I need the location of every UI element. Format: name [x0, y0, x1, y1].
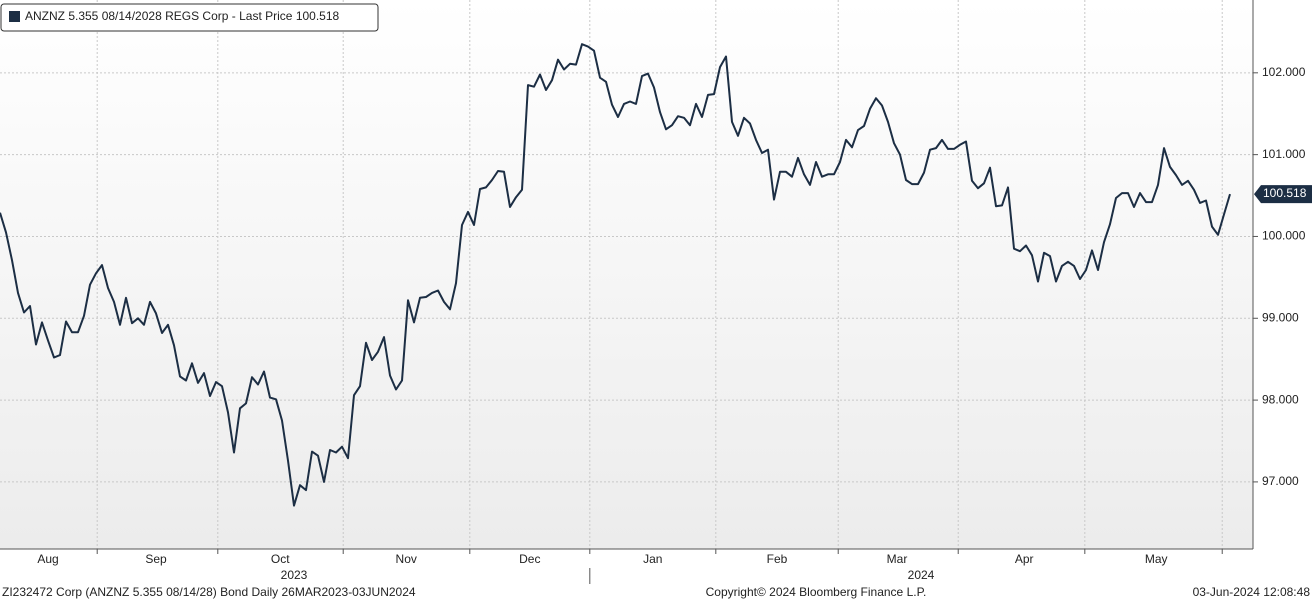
legend-swatch	[9, 11, 20, 22]
x-tick-label: Oct	[271, 552, 290, 566]
plot-background	[0, 0, 1253, 549]
last-price-tag	[1254, 185, 1312, 204]
footer-left: ZI232472 Corp (ANZNZ 5.355 08/14/28) Bon…	[2, 585, 416, 599]
x-tick-label: Apr	[1015, 552, 1034, 566]
x-tick-label: Nov	[396, 552, 417, 566]
y-tick-label: 99.000	[1262, 310, 1299, 324]
legend-label: ANZNZ 5.355 08/14/2028 REGS Corp - Last …	[25, 9, 293, 23]
x-tick-label: Aug	[37, 552, 58, 566]
last-price-label: 100.518	[1263, 186, 1307, 200]
x-tick-label: Sep	[145, 552, 167, 566]
x-tick-label: Dec	[519, 552, 540, 566]
year-label: 2024	[908, 568, 935, 582]
y-tick-label: 97.000	[1262, 474, 1299, 488]
x-tick-label: May	[1145, 552, 1168, 566]
x-tick-label: Mar	[887, 552, 908, 566]
legend: ANZNZ 5.355 08/14/2028 REGS Corp - Last …	[0, 3, 379, 32]
y-tick-label: 102.000	[1262, 65, 1306, 79]
legend-box	[0, 3, 379, 32]
y-tick-label: 100.000	[1262, 229, 1306, 243]
price-line	[0, 43, 1231, 507]
y-tick-label: 101.000	[1262, 147, 1306, 161]
x-tick-label: Jan	[643, 552, 662, 566]
footer-right: 03-Jun-2024 12:08:48	[1193, 585, 1311, 599]
footer-center: Copyright© 2024 Bloomberg Finance L.P.	[706, 585, 927, 599]
x-tick-label: Feb	[767, 552, 788, 566]
legend-text: ANZNZ 5.355 08/14/2028 REGS Corp - Last …	[25, 9, 340, 23]
legend-last-value: 100.518	[296, 9, 340, 23]
year-label: 2023	[281, 568, 308, 582]
y-tick-label: 98.000	[1262, 392, 1299, 406]
